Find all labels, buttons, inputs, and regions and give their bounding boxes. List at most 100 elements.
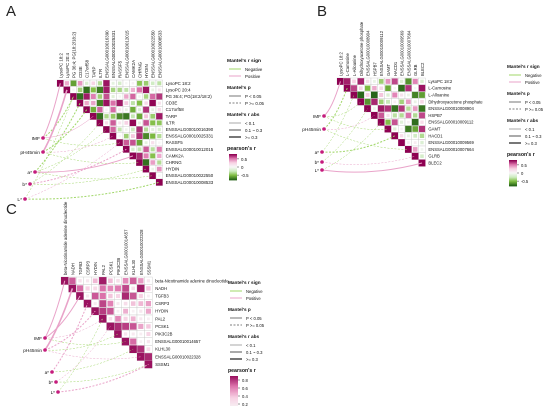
colorbar-title: pearson's r bbox=[227, 146, 257, 152]
colorbar-tick-label: -0.5 bbox=[521, 179, 529, 184]
colorbar-segment bbox=[509, 161, 517, 163]
colorbar-segment bbox=[509, 180, 517, 182]
colorbar-tick-label: 0.6 bbox=[242, 386, 248, 391]
column-label: TARP bbox=[91, 67, 96, 78]
heatmap-square bbox=[372, 85, 377, 91]
heatmap-square bbox=[405, 85, 412, 92]
colorbar-segment bbox=[509, 171, 517, 173]
heatmap-square bbox=[97, 107, 103, 113]
heatmap-square bbox=[146, 324, 151, 329]
heatmap-square bbox=[352, 79, 356, 84]
mantel-link bbox=[321, 122, 382, 171]
heatmap-square bbox=[398, 84, 405, 92]
heatmap-square bbox=[398, 105, 405, 112]
env-factor-label: IMF bbox=[34, 336, 42, 341]
heatmap-square bbox=[151, 108, 155, 112]
heatmap-square bbox=[150, 160, 155, 165]
heatmap-square bbox=[86, 294, 90, 298]
colorbar-segment bbox=[230, 399, 238, 401]
heatmap-square bbox=[144, 127, 149, 132]
colorbar-segment bbox=[229, 160, 237, 162]
colorbar-segment bbox=[230, 403, 238, 405]
legend-label: P >= 0.05 bbox=[525, 107, 544, 112]
env-point bbox=[56, 390, 60, 394]
heatmap-square bbox=[145, 300, 152, 307]
env-factor-label: pH45min bbox=[20, 150, 40, 156]
heatmap-square bbox=[386, 93, 390, 97]
row-label: CSRP3 bbox=[155, 301, 170, 306]
colorbar-segment bbox=[229, 172, 237, 174]
colorbar-segment bbox=[229, 168, 237, 170]
colorbar-segment bbox=[230, 404, 238, 406]
column-label: Dihydroxyacetone phosphate bbox=[359, 21, 364, 76]
heatmap-square bbox=[385, 78, 391, 84]
heatmap-square bbox=[136, 159, 143, 166]
colorbar-segment bbox=[509, 181, 517, 183]
heatmap-square bbox=[142, 159, 150, 166]
heatmap-square bbox=[136, 87, 143, 93]
heatmap-square bbox=[130, 277, 137, 284]
colorbar-tick-label: 0.4 bbox=[242, 394, 248, 399]
column-label: LysoPC 20:4 bbox=[65, 52, 70, 78]
column-label: beta-Nicotinamide adenine dinucleotide bbox=[63, 201, 68, 275]
colorbar-segment bbox=[230, 382, 238, 384]
legend-label: P >= 0.05 bbox=[246, 323, 265, 328]
env-point bbox=[41, 136, 45, 140]
heatmap-square bbox=[150, 120, 156, 126]
legend-label: < 0.1 bbox=[525, 127, 535, 132]
heatmap-square bbox=[137, 353, 145, 361]
heatmap-square bbox=[357, 98, 365, 106]
heatmap-square bbox=[364, 85, 371, 91]
heatmap-square bbox=[123, 113, 130, 120]
heatmap-square bbox=[125, 128, 128, 131]
heatmap-square bbox=[99, 300, 107, 307]
heatmap-square bbox=[156, 113, 163, 120]
heatmap-square bbox=[157, 108, 161, 112]
row-label: HYDIN bbox=[155, 309, 168, 314]
heatmap-square bbox=[157, 81, 162, 86]
colorbar-segment bbox=[230, 381, 238, 383]
legend-title: Mantel's r abs bbox=[227, 112, 260, 118]
colorbar-segment bbox=[509, 161, 517, 163]
colorbar-segment bbox=[229, 155, 237, 157]
colorbar-segment bbox=[230, 376, 238, 378]
colorbar-segment bbox=[230, 380, 238, 382]
column-label: RASSF5 bbox=[118, 60, 123, 78]
heatmap-square bbox=[118, 95, 121, 98]
heatmap-square bbox=[146, 339, 151, 344]
heatmap-square bbox=[109, 132, 117, 140]
row-label: NADH bbox=[155, 286, 167, 291]
row-label: ENSSALG00010008904 bbox=[428, 106, 474, 111]
heatmap-square bbox=[130, 101, 135, 106]
heatmap-square bbox=[123, 308, 129, 314]
heatmap-square bbox=[150, 93, 156, 100]
heatmap-square bbox=[104, 114, 109, 119]
env-factor-label: a* bbox=[315, 150, 320, 155]
mantel-link bbox=[34, 155, 134, 173]
heatmap-square bbox=[118, 121, 122, 125]
heatmap-square bbox=[412, 106, 418, 111]
env-factor-label: L* bbox=[17, 197, 22, 203]
heatmap-square bbox=[130, 87, 136, 93]
heatmap-square bbox=[136, 113, 143, 120]
mantel-link bbox=[24, 142, 120, 200]
colorbar-segment bbox=[230, 384, 238, 386]
colorbar-segment bbox=[230, 392, 238, 394]
colorbar-segment bbox=[509, 184, 517, 186]
colorbar-segment bbox=[509, 175, 517, 177]
heatmap-square bbox=[384, 125, 392, 133]
mantel-link bbox=[42, 109, 88, 153]
env-factor-label: L* bbox=[315, 168, 320, 173]
heatmap-square bbox=[143, 80, 149, 86]
colorbar-segment bbox=[230, 396, 238, 398]
heatmap-square bbox=[350, 91, 358, 99]
heatmap-square bbox=[391, 132, 399, 140]
row-label: L-Carnosine bbox=[428, 86, 451, 91]
row-label: CHRNG bbox=[166, 160, 183, 165]
heatmap-square bbox=[130, 107, 136, 113]
heatmap-square bbox=[150, 147, 155, 152]
colorbar-segment bbox=[230, 377, 238, 379]
heatmap-square bbox=[150, 133, 156, 139]
column-label: ENSSALG00010007664 bbox=[406, 30, 411, 76]
heatmap-square bbox=[138, 301, 144, 306]
